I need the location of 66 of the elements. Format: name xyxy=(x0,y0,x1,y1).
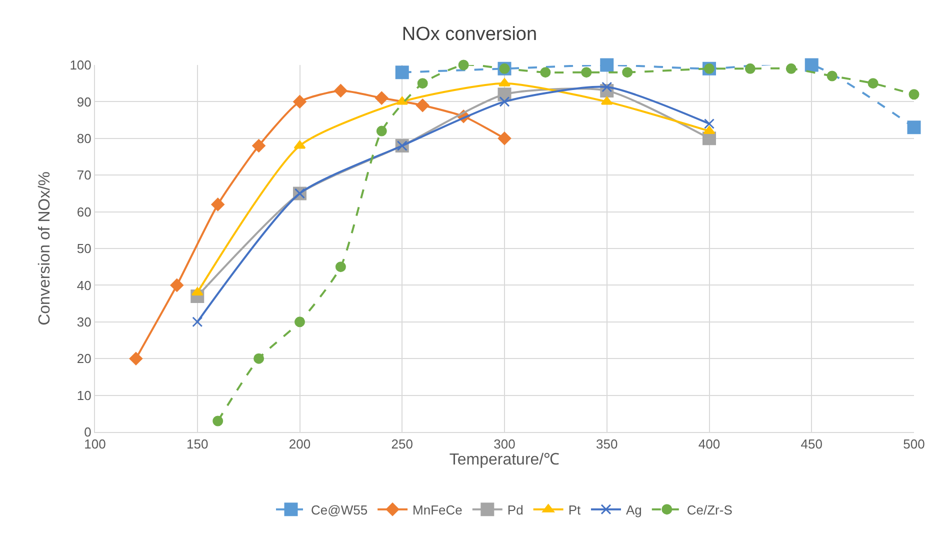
point xyxy=(252,139,266,152)
y-tick-label: 60 xyxy=(76,204,92,220)
legend-label: Ce@W55 xyxy=(311,502,368,518)
point xyxy=(335,262,346,272)
x-tick-label: 200 xyxy=(288,436,311,452)
legend-label: Ag xyxy=(626,502,642,518)
point xyxy=(334,84,348,98)
point xyxy=(908,89,920,100)
legend-label: MnFeCe xyxy=(412,502,462,518)
point xyxy=(191,287,204,296)
chart-title: NOx conversion xyxy=(402,24,538,46)
point xyxy=(254,353,264,364)
point xyxy=(622,67,633,78)
point xyxy=(704,118,714,129)
point xyxy=(498,78,510,86)
legend-label: Ce/Zr-S xyxy=(686,502,733,518)
point xyxy=(498,132,512,145)
x-tick-label: 350 xyxy=(596,436,618,452)
point xyxy=(868,78,878,89)
point xyxy=(600,96,613,105)
legend-label: Pt xyxy=(568,502,581,518)
point xyxy=(375,91,388,105)
point xyxy=(396,96,408,105)
point xyxy=(395,66,409,80)
x-tick-label: 300 xyxy=(494,436,516,452)
point xyxy=(417,78,428,89)
point xyxy=(170,278,184,292)
x-axis-title: Temperature/℃ xyxy=(449,452,560,469)
y-tick-label: 100 xyxy=(70,58,92,73)
point xyxy=(540,67,551,78)
point xyxy=(744,63,756,74)
y-tick-label: 50 xyxy=(76,241,92,256)
point xyxy=(192,316,203,328)
y-tick-label: 80 xyxy=(76,130,92,146)
y-tick-label: 40 xyxy=(76,278,92,293)
point xyxy=(804,58,818,72)
point xyxy=(416,98,430,112)
y-tick-label: 20 xyxy=(76,351,92,366)
x-tick-label: 150 xyxy=(186,436,208,452)
point xyxy=(602,82,612,92)
y-tick-label: 70 xyxy=(76,168,92,183)
point xyxy=(907,120,921,134)
point xyxy=(212,416,224,426)
point xyxy=(211,198,224,212)
point xyxy=(294,316,305,328)
y-axis-title: Conversion of NOx/% xyxy=(36,172,54,326)
point xyxy=(600,58,614,72)
x-tick-label: 400 xyxy=(698,436,720,452)
point xyxy=(499,96,510,107)
point xyxy=(581,67,592,78)
x-tick-label: 250 xyxy=(391,436,413,452)
y-tick-label: 0 xyxy=(84,424,92,440)
point xyxy=(376,126,387,136)
y-tick-label: 30 xyxy=(76,314,92,330)
x-tick-label: 500 xyxy=(903,436,925,452)
point xyxy=(458,60,469,70)
point xyxy=(703,126,716,134)
point xyxy=(786,63,796,74)
x-tick-label: 450 xyxy=(800,436,822,452)
legend-label: Pd xyxy=(507,502,524,518)
point xyxy=(294,140,306,149)
point xyxy=(293,95,306,108)
point xyxy=(826,70,838,82)
point xyxy=(129,352,143,366)
y-tick-label: 10 xyxy=(76,388,92,403)
y-tick-label: 90 xyxy=(76,94,92,110)
